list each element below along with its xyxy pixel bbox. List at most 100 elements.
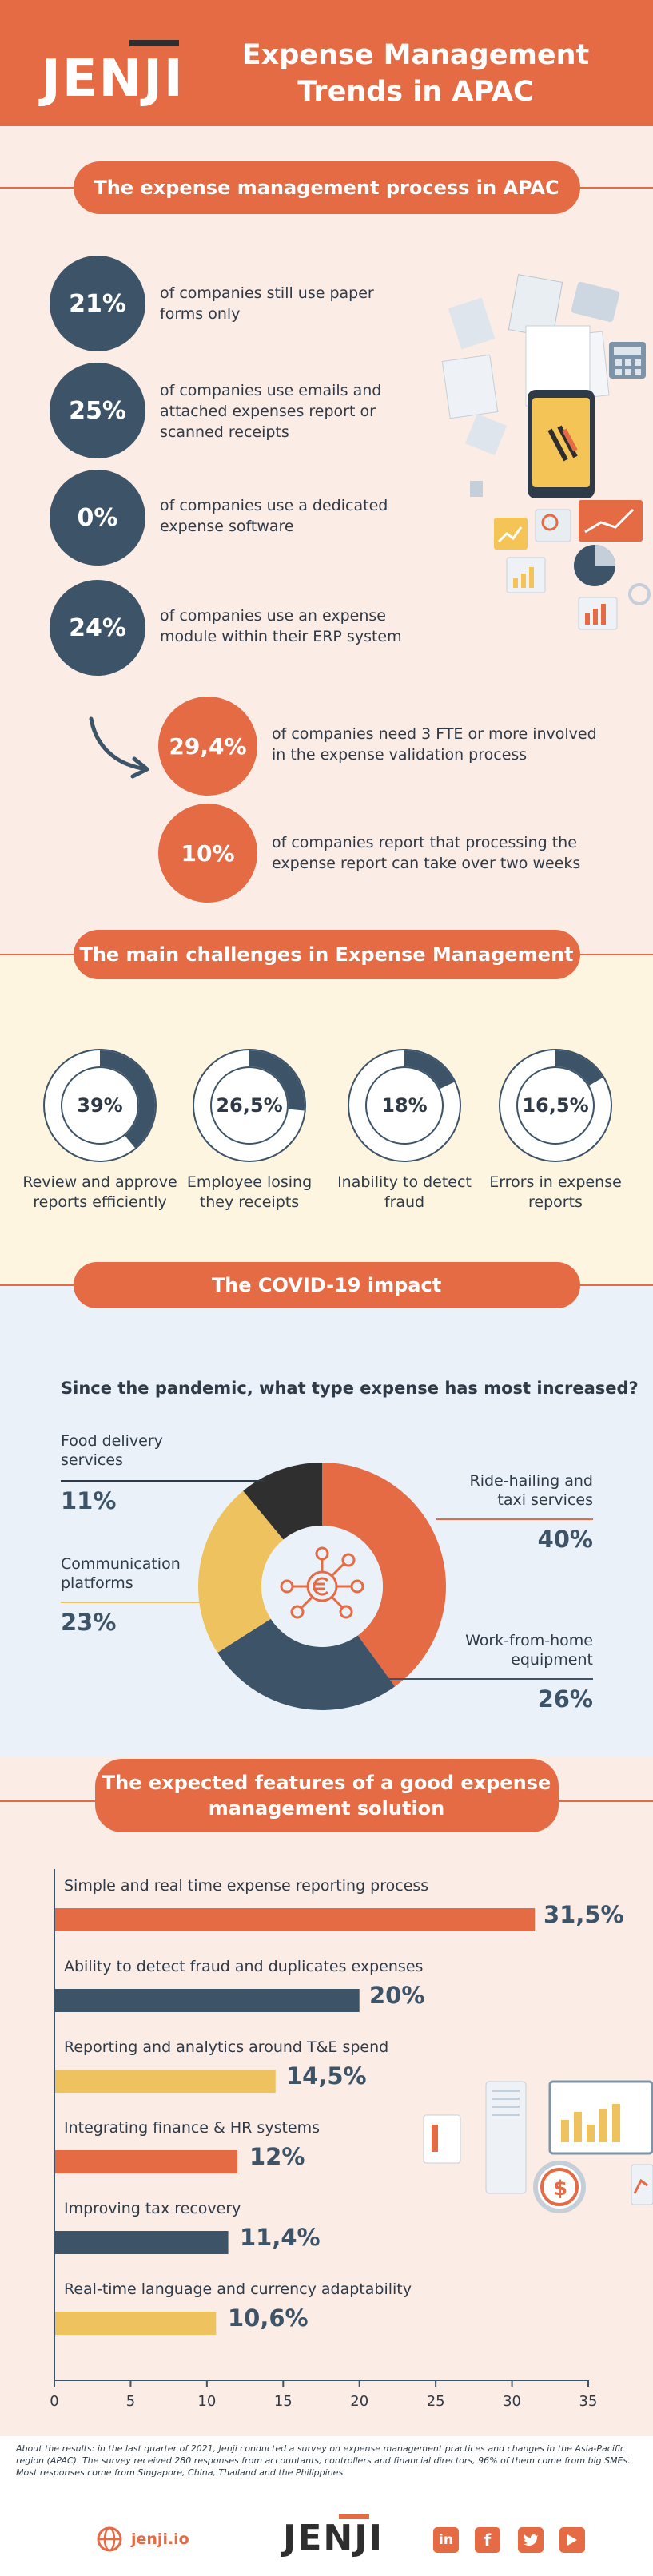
challenge-ring-receipts-svg bbox=[193, 1049, 306, 1162]
stat-text-emails: of companies use emails and attached exp… bbox=[160, 382, 382, 441]
bar-integrating bbox=[54, 2150, 238, 2173]
footer-brand: JENJI bbox=[283, 2518, 384, 2558]
challenge-value-errors: 16,5% bbox=[522, 1094, 589, 1117]
challenge-label-review: Review and approve reports efficiently bbox=[22, 1173, 177, 1211]
bar-analytics bbox=[54, 2070, 276, 2093]
challenge-arc bbox=[249, 1050, 305, 1111]
slice-ride-hailing bbox=[322, 1463, 446, 1687]
covid-label-ride: Ride-hailing and taxi services bbox=[469, 1472, 594, 1509]
page-title-line1: Expense Management bbox=[241, 39, 590, 71]
challenge-ring-errors: 16,5% bbox=[496, 1046, 615, 1165]
svg-text:$: $ bbox=[553, 2177, 567, 2201]
bar-language bbox=[54, 2312, 217, 2335]
covid-pct-ride: 40% bbox=[537, 1526, 593, 1553]
feature-label-fraud: Ability to detect fraud and duplicates e… bbox=[64, 1958, 424, 1975]
twitter-button[interactable] bbox=[518, 2527, 544, 2553]
covid-question: Since the pandemic, what type expense ha… bbox=[61, 1379, 639, 1398]
features-title: The expected features of a good expense … bbox=[94, 1759, 559, 1832]
bar-simple bbox=[54, 1908, 536, 1931]
covid-label-communication: Communication platforms bbox=[61, 1555, 181, 1592]
challenge-value-review: 39% bbox=[77, 1094, 123, 1117]
challenge-ring-review: 39% bbox=[41, 1046, 159, 1165]
feature-label-integrating: Integrating finance & HR systems bbox=[64, 2119, 321, 2137]
challenge-label-receipts: Employee losing they receipts bbox=[186, 1173, 313, 1211]
x-tick-label: 15 bbox=[274, 2393, 293, 2410]
feature-value-integrating: 12% bbox=[249, 2143, 305, 2170]
process-section: The expense management process in APAC 2… bbox=[0, 126, 653, 957]
features-bar-chart: 0 5 10 15 20 25 30 35 bbox=[50, 1869, 598, 2410]
youtube-button[interactable] bbox=[559, 2527, 585, 2553]
euro-network-icon bbox=[280, 1546, 364, 1619]
covid-label-food: Food delivery services bbox=[61, 1432, 163, 1469]
challenge-ring-errors-svg bbox=[499, 1049, 612, 1162]
stat-circle-paper: 21% bbox=[50, 256, 145, 351]
reports-illustration: $ bbox=[423, 2080, 653, 2213]
feature-label-analytics: Reporting and analytics around T&E spend bbox=[64, 2038, 389, 2056]
x-tick-label: 5 bbox=[126, 2393, 135, 2410]
feature-label-tax: Improving tax recovery bbox=[64, 2200, 241, 2217]
facebook-icon: f bbox=[484, 2530, 492, 2550]
bar-tax bbox=[54, 2231, 229, 2254]
challenge-ring-receipts: 26,5% bbox=[190, 1046, 309, 1165]
challenge-label-errors: Errors in expense reports bbox=[489, 1173, 622, 1211]
feature-label-simple: Simple and real time expense reporting p… bbox=[64, 1877, 429, 1895]
curved-arrow-icon bbox=[89, 716, 149, 779]
linkedin-icon: in bbox=[439, 2532, 453, 2548]
twitter-icon bbox=[524, 2534, 538, 2546]
x-tick-label: 25 bbox=[427, 2393, 445, 2410]
x-tick-label: 30 bbox=[503, 2393, 521, 2410]
facebook-button[interactable]: f bbox=[475, 2527, 500, 2553]
feature-value-fraud: 20% bbox=[369, 1982, 425, 2009]
challenge-value-receipts: 26,5% bbox=[216, 1094, 283, 1117]
covid-title: The COVID-19 impact bbox=[73, 1262, 580, 1308]
page-title-line2: Trends in APAC bbox=[297, 76, 534, 108]
play-icon bbox=[567, 2534, 577, 2546]
footer: About the results: in the last quarter o… bbox=[0, 2436, 653, 2576]
slice-work-from-home bbox=[217, 1618, 396, 1710]
website-text: jenji.io bbox=[131, 2530, 189, 2548]
stat-circle-erp: 24% bbox=[50, 580, 145, 676]
globe-icon bbox=[97, 2526, 122, 2552]
brand-logo: JENJI bbox=[42, 50, 185, 109]
survey-note: About the results: in the last quarter o… bbox=[16, 2443, 631, 2478]
paperwork-phone-illustration bbox=[441, 274, 651, 630]
website-link[interactable]: jenji.io bbox=[96, 2526, 189, 2553]
challenge-arc bbox=[555, 1050, 603, 1086]
feature-value-simple: 31,5% bbox=[544, 1901, 624, 1928]
challenge-ring-fraud: 18% bbox=[345, 1046, 464, 1165]
feature-label-language: Real-time language and currency adaptabi… bbox=[64, 2280, 412, 2298]
covid-pct-communication: 23% bbox=[61, 1609, 117, 1636]
covid-pct-food: 11% bbox=[61, 1487, 117, 1514]
feature-value-tax: 11,4% bbox=[240, 2224, 321, 2251]
covid-label-wfh: Work-from-home equipment bbox=[465, 1632, 593, 1669]
feature-value-language: 10,6% bbox=[228, 2304, 309, 2332]
challenge-arc bbox=[100, 1050, 156, 1149]
x-tick-label: 10 bbox=[197, 2393, 216, 2410]
process-title: The expense management process in APAC bbox=[73, 161, 580, 214]
challenge-value-fraud: 18% bbox=[381, 1094, 428, 1117]
x-tick-label: 35 bbox=[579, 2393, 598, 2410]
challenge-ring-fraud-svg bbox=[348, 1049, 461, 1162]
stat-circle-emails: 25% bbox=[50, 363, 145, 458]
challenge-ring-review-svg bbox=[43, 1049, 157, 1162]
slice-communication bbox=[198, 1490, 284, 1653]
stat-circle-weeks: 10% bbox=[158, 804, 257, 903]
x-tick-label: 20 bbox=[350, 2393, 368, 2410]
challenge-arc bbox=[404, 1050, 455, 1090]
stat-text-paper: of companies still use paper forms only bbox=[160, 284, 374, 323]
features-section: The expected features of a good expense … bbox=[0, 1757, 653, 2436]
header: JENJI Expense Management Trends in APAC bbox=[0, 0, 653, 126]
brand-logo-bar bbox=[129, 40, 179, 46]
challenges-title: The main challenges in Expense Managemen… bbox=[73, 930, 580, 979]
stat-text-fte: of companies need 3 FTE or more involved… bbox=[272, 725, 597, 764]
linkedin-button[interactable]: in bbox=[433, 2527, 459, 2553]
feature-value-analytics: 14,5% bbox=[286, 2062, 367, 2090]
covid-section: The COVID-19 impact Since the pandemic, … bbox=[0, 1262, 653, 1757]
challenge-label-fraud: Inability to detect fraud bbox=[337, 1173, 472, 1211]
x-tick-label: 0 bbox=[50, 2393, 58, 2410]
footer-brand-bar bbox=[339, 2514, 369, 2519]
covid-donut-chart bbox=[61, 1463, 593, 1710]
stat-circle-fte: 29,4% bbox=[158, 697, 257, 796]
stat-text-software: of companies use a dedicated expense sof… bbox=[160, 497, 388, 535]
